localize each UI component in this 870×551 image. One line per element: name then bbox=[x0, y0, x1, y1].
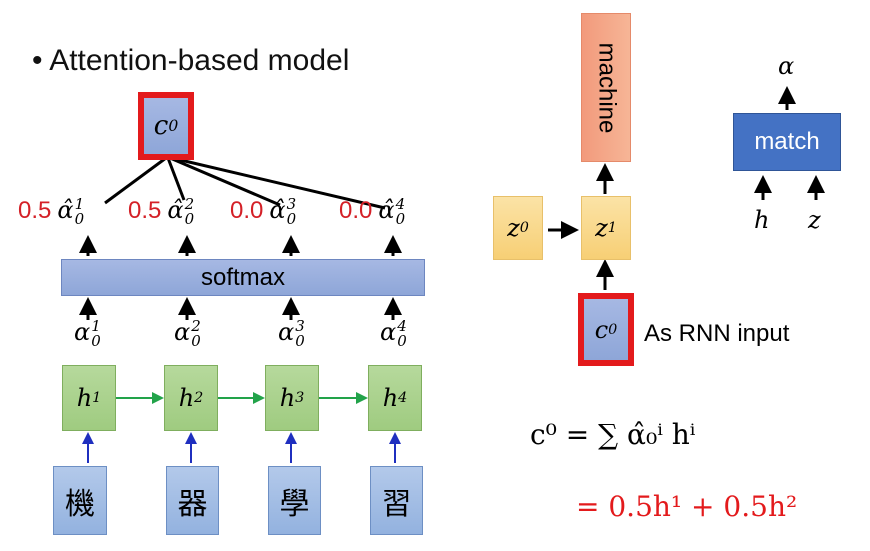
input-token-3: 學 bbox=[268, 466, 321, 535]
weight-2: 0.5 α̂ 2 0 bbox=[128, 194, 195, 228]
softmax-layer: softmax bbox=[61, 259, 425, 296]
match-input-z: z bbox=[808, 206, 821, 234]
weight-4: 0.0 α̂ 4 0 bbox=[339, 194, 406, 228]
input-token-1: 機 bbox=[53, 466, 107, 535]
up-arrows bbox=[79, 86, 825, 320]
weight-3: 0.0 α̂ 3 0 bbox=[230, 194, 297, 228]
weight-1: 0.5 α̂ 1 0 bbox=[18, 194, 85, 228]
weight-lines bbox=[104, 156, 386, 210]
slide-title: • Attention-based model bbox=[32, 44, 350, 77]
title-text: Attention-based model bbox=[49, 44, 350, 77]
output-machine-box: machine bbox=[581, 13, 631, 162]
input-token-2: 器 bbox=[166, 466, 219, 535]
match-output-alpha: α bbox=[778, 52, 795, 80]
input-arrows bbox=[82, 432, 401, 463]
input-token-4: 習 bbox=[370, 466, 423, 535]
rnn-input-note: As RNN input bbox=[644, 320, 790, 347]
context-formula: c⁰ = ∑ α̂₀ⁱ hⁱ bbox=[530, 418, 696, 451]
match-function-box: match bbox=[733, 113, 841, 171]
match-input-h: h bbox=[754, 206, 770, 234]
context-formula-result: = 0.5h¹ + 0.5h² bbox=[576, 490, 798, 523]
